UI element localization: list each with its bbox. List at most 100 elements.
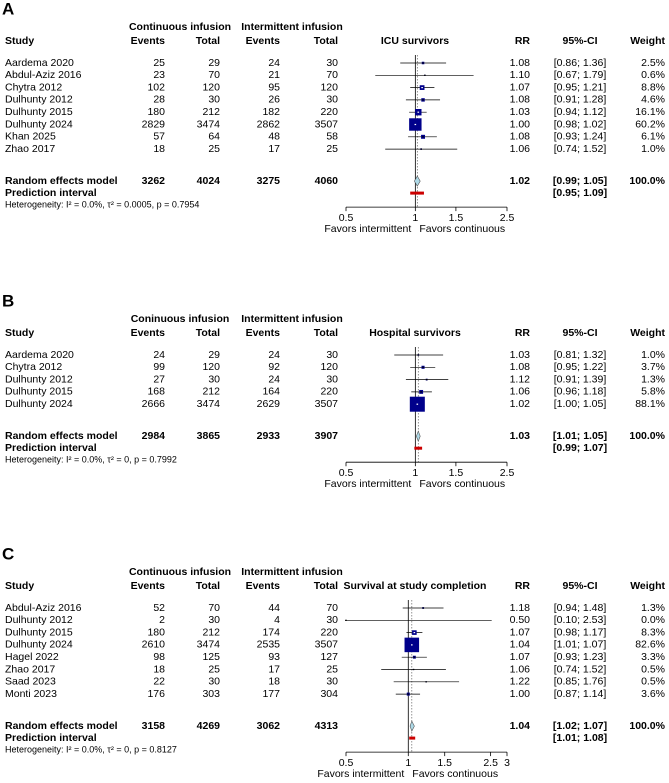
cell: 30 [208,614,220,626]
rr-label: 1.07 [510,626,531,638]
rr-label: 1.04 [510,639,531,651]
ci-label: [0.96; 1.18] [554,386,607,398]
cell: 176 [147,688,165,700]
group-header: Coninuous infusion [131,313,230,325]
study-name: Abdul-Aziz 2016 [5,69,82,81]
cell: 25 [208,143,220,155]
cell: 303 [202,688,220,700]
cell: 17 [268,663,280,675]
cell: 3507 [315,639,339,651]
cell: 30 [326,57,338,69]
weight-label: 88.1% [635,398,665,410]
ci-label: [0.91; 1.39] [554,373,607,385]
rr-label: 1.06 [510,663,531,675]
study-name: Hagel 2022 [5,651,59,663]
column-header: Study [5,580,34,592]
rr-label: 1.10 [510,69,531,81]
panel-label: B [2,291,14,310]
x-tick-label: 1 [412,467,418,479]
cell: 64 [208,131,220,143]
ci-label: [1.01; 1.07] [554,639,607,651]
ci-label: [0.67; 1.79] [554,69,607,81]
cell: 127 [320,651,338,663]
cell: 125 [202,651,220,663]
pooled-rr: 1.04 [510,720,531,732]
cell: 182 [262,106,280,118]
x-tick-label: 0.5 [339,212,354,224]
column-header: Total [314,327,338,339]
column-header: Study [5,327,34,339]
ci-label: [0.91; 1.28] [554,94,607,106]
pooled-cell: 3158 [142,720,166,732]
column-header: Total [314,35,338,47]
cell: 18 [153,143,165,155]
cell: 304 [320,688,338,700]
study-name: Zhao 2017 [5,143,55,155]
cell: 26 [268,94,280,106]
cell: 168 [147,386,165,398]
x-tick-label: 1 [405,757,411,769]
cell: 29 [208,349,220,361]
cell: 52 [153,602,165,614]
favors-left: Favors intermittent [324,223,411,235]
weight-label: 1.3% [641,602,665,614]
rr-label: 1.06 [510,143,531,155]
cell: 212 [202,626,220,638]
weight-label: 5.8% [641,386,665,398]
ci-label: [0.95; 1.21] [554,81,607,93]
pooled-cell: 3275 [257,175,281,187]
cell: 30 [326,94,338,106]
cell: 30 [326,373,338,385]
cell: 29 [208,57,220,69]
ci-label: [0.74; 1.52] [554,143,607,155]
cell: 212 [202,386,220,398]
cell: 28 [153,94,165,106]
column-header: Events [246,327,281,339]
column-header: Events [246,580,281,592]
pooled-name: Random effects model [5,720,118,732]
weight-label: 0.6% [641,69,665,81]
cell: 2666 [142,398,166,410]
study-name: Chytra 2012 [5,81,62,93]
weight-label: 3.3% [641,651,665,663]
study-name: Aardema 2020 [5,57,74,69]
cell: 23 [153,69,165,81]
weight-label: 0.0% [641,614,665,626]
rr-label: 1.03 [510,106,531,118]
cell: 30 [208,676,220,688]
favors-left: Favors intermittent [317,768,404,780]
study-name: Monti 2023 [5,688,57,700]
cell: 164 [262,386,280,398]
pooled-cell: 4269 [197,720,221,732]
cell: 30 [326,614,338,626]
weight-label: 60.2% [635,118,665,130]
cell: 98 [153,651,165,663]
prediction-ci: [1.01; 1.08] [553,732,607,744]
cell: 25 [326,143,338,155]
pooled-diamond [409,720,415,732]
pooled-weight: 100.0% [629,430,665,442]
study-name: Dulhunty 2015 [5,386,73,398]
rr-label: 1.08 [510,57,531,69]
pooled-cell: 4060 [315,175,339,187]
rr-label: 1.00 [510,118,531,130]
pooled-cell: 4313 [315,720,339,732]
column-header: ICU survivors [381,35,449,47]
pooled-cell: 3062 [257,720,281,732]
column-header: Events [131,580,166,592]
prediction-name: Prediction interval [5,442,97,454]
cell: 21 [268,69,280,81]
cell: 212 [202,106,220,118]
cell: 220 [320,106,338,118]
weight-label: 1.0% [641,349,665,361]
column-header: Total [314,580,338,592]
prediction-ci: [0.95; 1.09] [553,187,607,199]
rr-label: 1.03 [510,349,531,361]
pooled-rr: 1.02 [510,175,531,187]
weight-label: 0.5% [641,663,665,675]
cell: 24 [268,349,280,361]
column-header: Hospital survivors [369,327,461,339]
favors-right: Favors continuous [412,768,498,780]
pooled-cell: 3865 [197,430,221,442]
